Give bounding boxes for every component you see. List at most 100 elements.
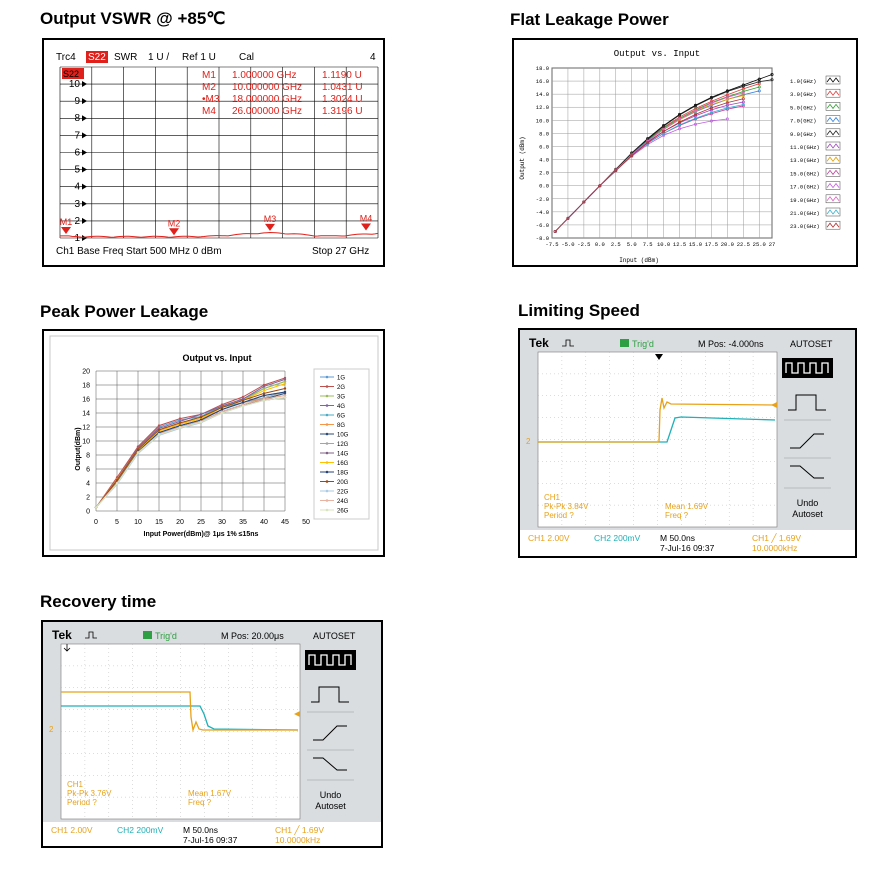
flat-legend-swatch-box [825,168,841,177]
peak-legend-marker [325,423,329,426]
flat-legend-label: 1.0(GHz) [790,78,816,85]
flat-legend-swatch-box [825,102,841,111]
flat-series-point [678,117,682,121]
flat-legend-swatch-line [826,90,840,96]
vswr-trace-line [60,231,379,238]
peak-ylabel: Output(dBm) [75,427,82,470]
limiting-speed-heading: Limiting Speed [518,301,640,320]
peak-ytick-label: 8 [86,453,90,460]
flat-legend-swatch-box [825,75,841,85]
peak-series-point [115,479,119,482]
flat-series-point [757,89,761,93]
vswr-marker-freq: 10.000000 GHz [232,82,302,93]
flat-xtick-label: 22.5 [737,241,750,248]
flat-ytick-label: 18.0 [536,65,549,72]
falling-edge-icon [790,465,824,479]
flat-series-point [741,84,745,88]
scope-meas-freq: Freq ? [665,511,689,520]
scope-trigger-marker [655,354,663,360]
vswr-ytick-label: 4 [74,182,80,193]
scope-brand: Tek [529,336,549,350]
flat-legend-label: 23.0(GHz) [790,223,820,230]
flat-series-point [646,141,650,145]
peak-series-point [157,433,161,436]
flat-series-point [757,85,761,89]
vswr-marker-triangle [265,223,275,231]
scope-bottom-date: 7-Jul-16 09:37 [660,543,715,553]
peak-legend-label: 1G [337,376,345,382]
scope-bottom-ch1: CH1 2.00V [51,825,93,835]
flat-legend-swatch-box [825,220,841,230]
vswr-ytick-arrow [82,200,87,207]
scope-meas-pkpk: Pk-Pk 3.84V [544,502,589,511]
flat-title: Output vs. Input [614,49,700,59]
flat-ytick-label: 12.0 [536,104,549,111]
peak-legend-marker [325,461,329,464]
vswr-marker-value: 1.0431 U [322,82,363,93]
peak-ytick-label: 18 [82,383,90,390]
vswr-ytick-arrow [82,235,87,241]
vswr-marker-value: 1.3024 U [322,94,363,105]
flat-xtick-label: 12.5 [673,241,686,248]
peak-series-point [178,417,182,420]
vswr-heading: Output VSWR @ +85℃ [40,9,226,28]
flat-series-point [693,116,697,120]
peak-series-point [178,421,182,424]
flat-xtick-label: 7.5 [643,241,653,248]
peak-ytick-label: 0 [86,509,90,516]
peak-legend-marker [325,442,329,445]
peak-leakage-chart: Output vs. Input 0 5 10 15 20 25 30 35 40 45 50201… [49,335,379,551]
peak-legend-label: 26G [337,509,349,515]
peak-series-point [115,482,119,485]
scope-trig-icon [620,339,629,347]
flat-xtick-label: 0.0 [595,241,605,248]
vswr-cal: Cal [239,52,254,63]
flat-legend-label: 11.0(GHz) [790,144,820,151]
autoset-square-wave-button [782,358,833,378]
flat-legend-label: 13.0(GHz) [790,157,820,164]
peak-xtick-label: 10 [134,519,142,526]
flat-legend-swatch-box [825,154,841,164]
scope-bottom-trigger: CH1 ╱ 1.69V [752,532,801,544]
peak-series-point [199,420,203,424]
scope-meas-mean: Mean 1.69V [665,502,709,511]
peak-ytick-label: 14 [82,411,90,418]
flat-legend-swatch-box [825,194,841,204]
scope-bottom-freq: 10.0000kHz [752,543,797,553]
vswr-ytick-label: 10 [69,79,81,90]
peak-xtick-label: 45 [281,519,289,526]
autoset-square-wave-button [305,650,356,670]
vswr-marker-value: 1.3196 U [322,106,363,117]
vswr-marker-name: •M3 [202,94,220,105]
scope-screen [60,643,301,820]
flat-legend-swatch-line [826,143,840,149]
flat-plot-area [551,67,773,239]
peak-legend-label: 12G [337,442,349,448]
flat-legend-swatch-box [825,141,841,151]
flat-ytick-label: 10.0 [536,117,549,124]
peak-title: Output vs. Input [183,353,252,363]
peak-series-point [262,387,266,390]
peak-ytick-label: 2 [86,495,90,502]
flat-ytick-label: 14.0 [536,91,549,98]
peak-series-line [95,388,286,508]
recovery-scope: Tek Trig'd M Pos: 20.00μs AUTOSET 2 CH1Pk-Pk … [43,622,381,845]
scope-meas-pkpk: Pk-Pk 3.76V [67,789,112,798]
vswr-marker-tag: M3 [264,214,277,224]
flat-legend-swatch-line [826,182,840,189]
peak-series-point [157,424,161,427]
vswr-tag: S22 [63,69,79,79]
flat-xtick-label: -2.5 [577,241,590,248]
peak-legend-label: 24G [337,499,349,505]
flat-xtick-label: -5.0 [561,241,574,248]
flat-series-point [741,103,745,107]
vswr-marker-value: 1.1190 U [322,70,362,81]
flat-xtick-label: 20.0 [721,241,734,248]
peak-leakage-heading: Peak Power Leakage [40,302,209,321]
rising-edge-icon [790,433,824,449]
scope-autoset: AUTOSET [790,339,833,349]
flat-series-point [757,80,761,84]
scope-ch-marker: 2 [49,725,54,734]
peak-series-point [283,390,287,394]
flat-xtick-label: 10.0 [657,241,670,248]
